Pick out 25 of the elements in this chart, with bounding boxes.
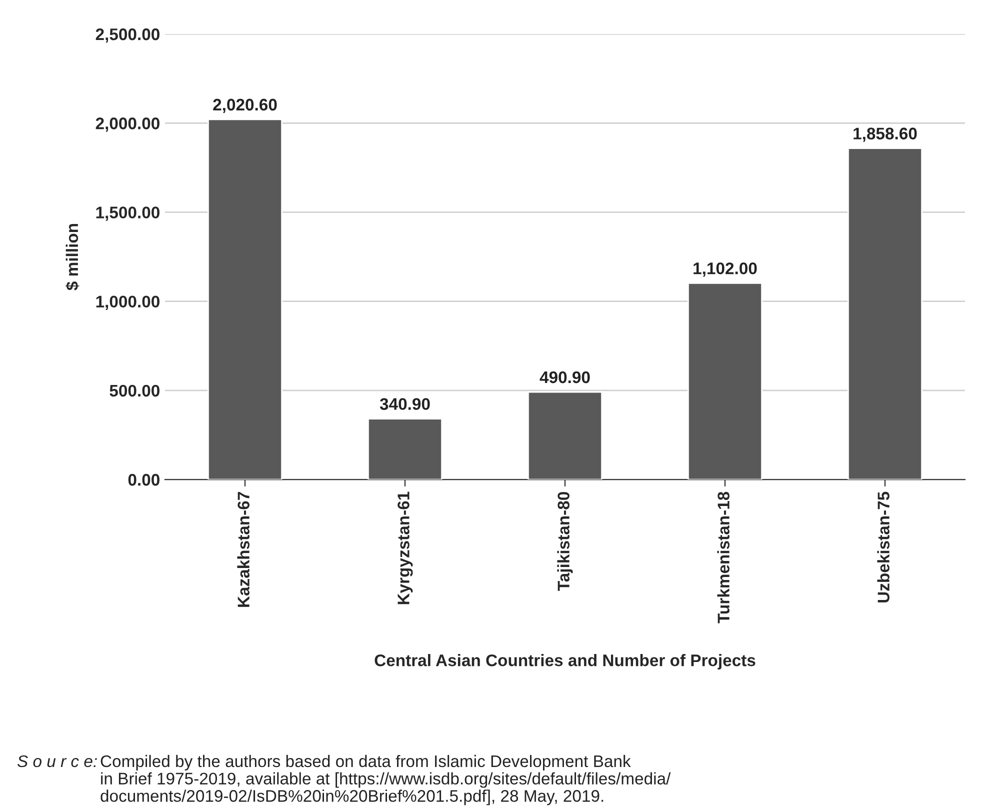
x-tick-label: Tajikistan-80 (557, 492, 573, 591)
y-tick-label: 1,500.00 (96, 206, 160, 221)
y-tick-label: 1,000.00 (96, 296, 160, 310)
y-axis-title: $ million (66, 224, 80, 290)
data-label: 1,858.60 (854, 128, 917, 142)
x-tick-label: Kazakhstan-67 (237, 492, 250, 607)
data-label: 2,020.60 (213, 98, 277, 114)
y-tick-label: 0.00 (128, 474, 160, 486)
y-tick-label: 2,500.00 (96, 28, 160, 43)
y-tick-label: 2,000.00 (96, 118, 160, 132)
bar (368, 418, 442, 480)
data-label: 490.90 (540, 371, 590, 384)
data-label: 340.90 (380, 398, 430, 410)
bar (688, 282, 762, 480)
x-axis-title: Central Asian Countries and Number of Projects (374, 654, 756, 670)
x-tick-label: Kyrgyzstan-61 (398, 492, 413, 604)
x-tick-label: Uzbekistan-75 (877, 492, 890, 602)
bar (208, 118, 282, 480)
data-label: 1,102.00 (694, 262, 757, 277)
text: S o u r c e: (17, 755, 97, 768)
bar (848, 148, 922, 480)
y-tick-label: 500.00 (110, 384, 160, 397)
x-tick-label: Turkmenistan-18 (717, 492, 730, 624)
text: Compiled by the authors based on data from Islamic Development Bank in Brief 1975-2019, available at [https://www.isdb.org/sites/default/files/media/ documents/2019-02/IsDB%20in%20Brief%201.5.pdf], 28 May, 2019. (100, 754, 671, 806)
bar (528, 391, 602, 480)
